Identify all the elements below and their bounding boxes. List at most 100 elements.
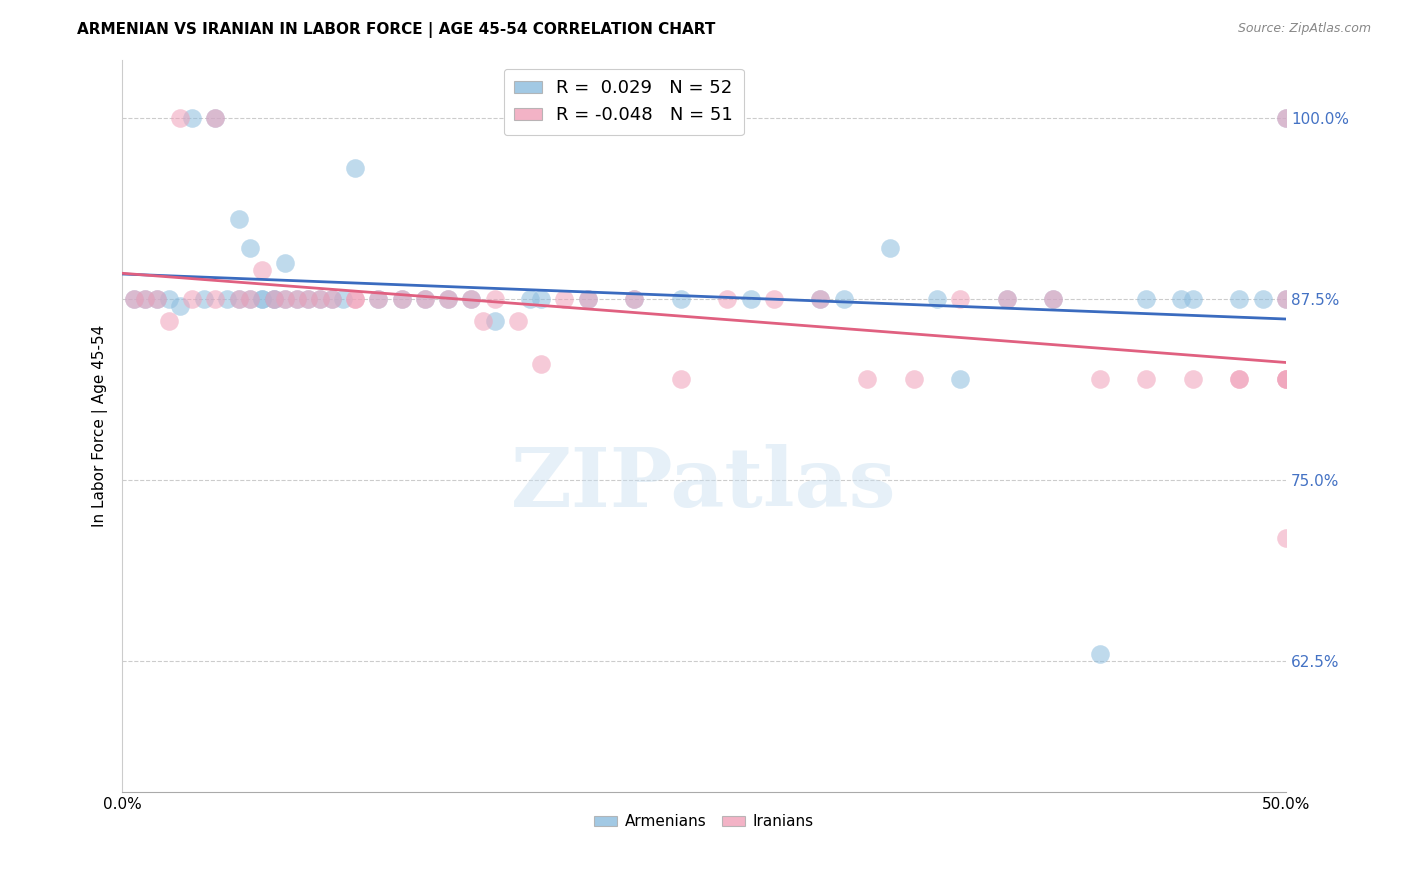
Point bbox=[1229, 371, 1251, 385]
Point bbox=[1229, 292, 1251, 306]
Point bbox=[925, 292, 948, 306]
Point bbox=[1135, 371, 1157, 385]
Point bbox=[413, 292, 436, 306]
Point bbox=[460, 292, 482, 306]
Point bbox=[250, 292, 273, 306]
Point bbox=[228, 212, 250, 227]
Point bbox=[484, 313, 506, 327]
Point bbox=[413, 292, 436, 306]
Point bbox=[146, 292, 169, 306]
Point bbox=[1088, 647, 1111, 661]
Point bbox=[181, 111, 204, 125]
Point bbox=[181, 292, 204, 306]
Point bbox=[204, 111, 226, 125]
Point bbox=[519, 292, 541, 306]
Point bbox=[856, 371, 879, 385]
Point bbox=[157, 313, 180, 327]
Point bbox=[484, 292, 506, 306]
Point bbox=[530, 292, 553, 306]
Point bbox=[239, 241, 262, 255]
Point bbox=[1251, 292, 1274, 306]
Point bbox=[1181, 371, 1204, 385]
Point bbox=[1275, 371, 1298, 385]
Point bbox=[204, 292, 226, 306]
Point bbox=[740, 292, 762, 306]
Point bbox=[903, 371, 925, 385]
Point bbox=[321, 292, 343, 306]
Point bbox=[391, 292, 413, 306]
Point bbox=[297, 292, 319, 306]
Point bbox=[274, 292, 297, 306]
Point bbox=[1275, 371, 1298, 385]
Point bbox=[157, 292, 180, 306]
Point bbox=[250, 292, 273, 306]
Point bbox=[134, 292, 156, 306]
Point bbox=[228, 292, 250, 306]
Point bbox=[762, 292, 785, 306]
Point bbox=[263, 292, 285, 306]
Point bbox=[437, 292, 460, 306]
Point bbox=[285, 292, 308, 306]
Point bbox=[1275, 531, 1298, 545]
Point bbox=[949, 371, 972, 385]
Point bbox=[1275, 292, 1298, 306]
Point bbox=[274, 292, 297, 306]
Point bbox=[1275, 111, 1298, 125]
Text: Source: ZipAtlas.com: Source: ZipAtlas.com bbox=[1237, 22, 1371, 36]
Point bbox=[623, 292, 645, 306]
Point bbox=[669, 371, 692, 385]
Point bbox=[204, 111, 226, 125]
Point bbox=[553, 292, 575, 306]
Point bbox=[309, 292, 332, 306]
Y-axis label: In Labor Force | Age 45-54: In Labor Force | Age 45-54 bbox=[93, 325, 108, 527]
Point bbox=[669, 292, 692, 306]
Point bbox=[367, 292, 389, 306]
Point bbox=[1275, 111, 1298, 125]
Point bbox=[263, 292, 285, 306]
Point bbox=[1135, 292, 1157, 306]
Point bbox=[239, 292, 262, 306]
Point bbox=[879, 241, 901, 255]
Point bbox=[367, 292, 389, 306]
Point bbox=[472, 313, 495, 327]
Point bbox=[263, 292, 285, 306]
Point bbox=[576, 292, 599, 306]
Point bbox=[193, 292, 215, 306]
Point bbox=[1042, 292, 1064, 306]
Point bbox=[623, 292, 645, 306]
Point bbox=[576, 292, 599, 306]
Point bbox=[716, 292, 738, 306]
Text: ARMENIAN VS IRANIAN IN LABOR FORCE | AGE 45-54 CORRELATION CHART: ARMENIAN VS IRANIAN IN LABOR FORCE | AGE… bbox=[77, 22, 716, 38]
Point bbox=[169, 299, 191, 313]
Point bbox=[321, 292, 343, 306]
Point bbox=[239, 292, 262, 306]
Point bbox=[228, 292, 250, 306]
Point bbox=[297, 292, 319, 306]
Point bbox=[506, 313, 529, 327]
Point bbox=[810, 292, 832, 306]
Point bbox=[530, 357, 553, 371]
Point bbox=[995, 292, 1018, 306]
Point bbox=[169, 111, 191, 125]
Point bbox=[1042, 292, 1064, 306]
Point bbox=[810, 292, 832, 306]
Point bbox=[343, 292, 366, 306]
Point bbox=[1088, 371, 1111, 385]
Point bbox=[122, 292, 145, 306]
Point bbox=[1181, 292, 1204, 306]
Point bbox=[1275, 371, 1298, 385]
Point bbox=[460, 292, 482, 306]
Point bbox=[1170, 292, 1192, 306]
Point bbox=[949, 292, 972, 306]
Point bbox=[1275, 292, 1298, 306]
Point bbox=[832, 292, 855, 306]
Point bbox=[391, 292, 413, 306]
Point bbox=[250, 263, 273, 277]
Point bbox=[146, 292, 169, 306]
Point bbox=[274, 255, 297, 269]
Point bbox=[309, 292, 332, 306]
Point bbox=[134, 292, 156, 306]
Point bbox=[215, 292, 238, 306]
Point bbox=[1229, 371, 1251, 385]
Point bbox=[343, 292, 366, 306]
